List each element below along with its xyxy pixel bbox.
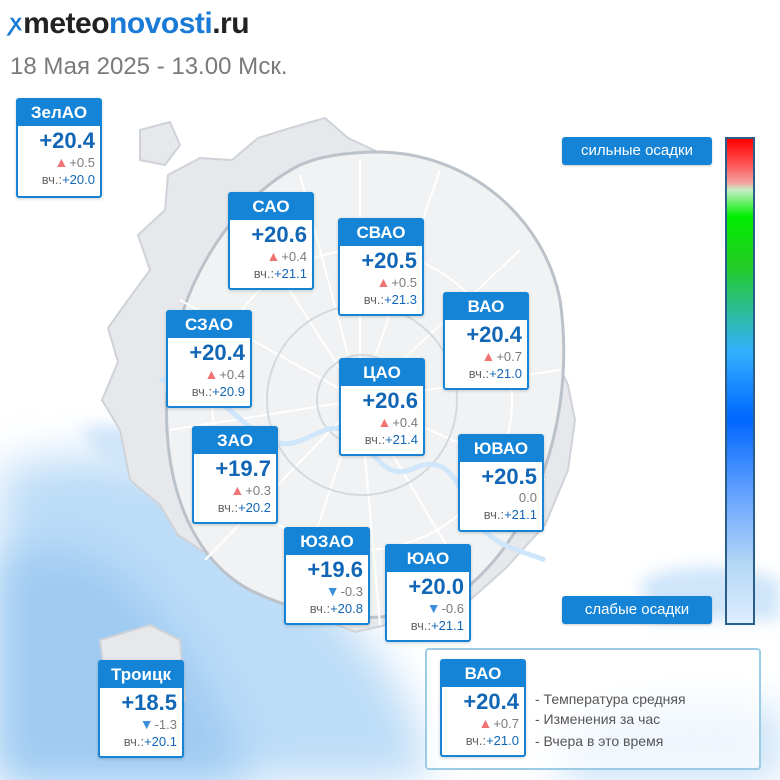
average-temperature: +18.5 [121,690,177,715]
district-name: СЗАО [168,312,250,338]
district-name: ЮАО [387,546,469,572]
average-temperature: +20.4 [189,340,245,365]
yesterday-temperature: вч.:+21.3 [363,292,417,307]
district-card-svao: СВАО +20.5 ▲+0.5 вч.:+21.3 [338,218,424,316]
light-precipitation-label: слабые осадки [562,596,712,624]
legend-item-hourly-change: - Изменения за час [535,711,661,727]
yesterday-temperature: вч.:+20.0 [41,172,95,187]
district-card-szao: СЗАО +20.4 ▲+0.4 вч.:+20.9 [166,310,252,408]
trend-arrow-icon: ▲ [478,715,493,731]
hourly-change: ▲+0.7 [478,715,519,731]
average-temperature: +19.6 [307,557,363,582]
average-temperature: +20.6 [362,388,418,413]
site-logo: ꭗmeteonovosti.ru [10,6,250,44]
district-name: ЗелАО [18,100,100,126]
forecast-timestamp: 18 Мая 2025 - 13.00 Мск. [10,53,288,80]
yesterday-temperature: вч.:+20.8 [309,601,363,616]
district-card-troitsk: Троицк +18.5 ▼-1.3 вч.:+20.1 [98,660,184,758]
district-card-vao: ВАО +20.4 ▲+0.7 вч.:+21.0 [443,292,529,390]
district-name: СВАО [340,220,422,246]
trend-arrow-icon: ▼ [139,716,154,732]
average-temperature: +20.0 [408,574,464,599]
district-card-zelao: ЗелАО +20.4 ▲+0.5 вч.:+20.0 [16,98,102,198]
hourly-change: 0.0 [518,490,537,505]
hourly-change: ▲+0.4 [204,366,245,382]
district-name: ЮВАО [460,436,542,462]
average-temperature: +20.4 [463,689,519,714]
hourly-change: ▼-1.3 [139,716,177,732]
yesterday-temperature: вч.:+21.0 [468,366,522,381]
district-name: ЗАО [194,428,276,454]
legend-item-yesterday: - Вчера в это время [535,733,664,749]
yesterday-temperature: вч.:+21.1 [253,266,307,281]
district-name: САО [230,194,312,220]
trend-arrow-icon: ▲ [230,482,245,498]
trend-arrow-icon: ▲ [266,248,281,264]
district-card-zao: ЗАО +19.7 ▲+0.3 вч.:+20.2 [192,426,278,524]
hourly-change: ▲+0.4 [266,248,307,264]
legend-item-average-temp: - Температура средняя [535,691,686,707]
yesterday-temperature: вч.:+20.1 [123,734,177,749]
district-card-yuao: ЮАО +20.0 ▼-0.6 вч.:+21.1 [385,544,471,642]
hourly-change: ▲+0.5 [54,154,95,170]
average-temperature: +20.6 [251,222,307,247]
average-temperature: +20.5 [481,464,537,489]
average-temperature: +20.4 [39,128,95,153]
precipitation-scale-bar [725,137,755,625]
district-name: ВАО [442,661,524,687]
trend-arrow-icon: ▼ [426,600,441,616]
yesterday-temperature: вч.:+21.1 [410,618,464,633]
yesterday-temperature: вч.:+20.9 [191,384,245,399]
average-temperature: +20.4 [466,322,522,347]
logo-text-meteo: meteo [23,7,110,40]
district-card-sao: САО +20.6 ▲+0.4 вч.:+21.1 [228,192,314,290]
trend-arrow-icon: ▲ [54,154,69,170]
district-name: ВАО [445,294,527,320]
hourly-change: ▲+0.7 [481,348,522,364]
logo-text-novosti: novosti [109,7,213,40]
hourly-change: ▲+0.4 [377,414,418,430]
district-name: ЮЗАО [286,529,368,555]
hourly-change: ▲+0.3 [230,482,271,498]
yesterday-temperature: вч.:+21.1 [483,507,537,522]
trend-arrow-icon: ▼ [325,583,340,599]
trend-arrow-icon: ▲ [204,366,219,382]
district-card-cao: ЦАО +20.6 ▲+0.4 вч.:+21.4 [339,358,425,456]
yesterday-temperature: вч.:+21.0 [465,733,519,748]
district-name: ЦАО [341,360,423,386]
trend-arrow-icon: ▲ [376,274,391,290]
trend-arrow-icon: ▲ [481,348,496,364]
logo-mark-icon: ꭗ [10,10,22,35]
district-card-yuvao: ЮВАО +20.5 0.0 вч.:+21.1 [458,434,544,532]
hourly-change: ▼-0.6 [426,600,464,616]
logo-text-ru: .ru [212,7,250,40]
heavy-precipitation-label: сильные осадки [562,137,712,165]
hourly-change: ▲+0.5 [376,274,417,290]
trend-arrow-icon: ▲ [377,414,392,430]
yesterday-temperature: вч.:+20.2 [217,500,271,515]
district-card-yuzao: ЮЗАО +19.6 ▼-0.3 вч.:+20.8 [284,527,370,625]
average-temperature: +19.7 [215,456,271,481]
district-name: Троицк [100,662,182,688]
average-temperature: +20.5 [361,248,417,273]
yesterday-temperature: вч.:+21.4 [364,432,418,447]
legend-sample-card: ВАО +20.4 ▲+0.7 вч.:+21.0 [440,659,526,757]
hourly-change: ▼-0.3 [325,583,363,599]
